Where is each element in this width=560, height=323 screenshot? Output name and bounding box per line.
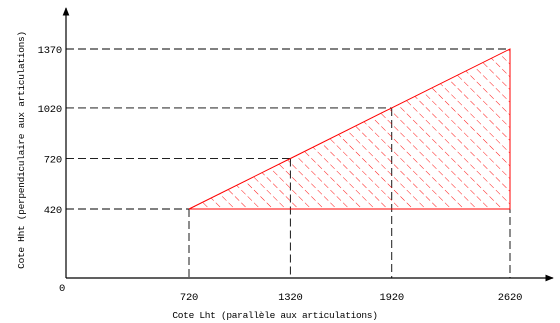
y-tick-label-420: 420	[44, 205, 62, 217]
origin-label: 0	[59, 283, 65, 295]
hatched-region	[188, 48, 511, 210]
y-axis-label: Cote Hht (perpendiculaire aux articulati…	[16, 31, 27, 269]
y-tick-labels: 420 720 1020 1370	[38, 45, 63, 217]
y-tick-label-1370: 1370	[38, 45, 62, 57]
x-tick-label-720: 720	[180, 292, 198, 304]
y-tick-label-1020: 1020	[38, 104, 62, 116]
x-tick-label-1320: 1320	[278, 292, 302, 304]
x-tick-label-1920: 1920	[380, 292, 404, 304]
x-tick-labels: 720 1320 1920 2620	[180, 292, 523, 304]
x-axis-label: Cote Lht (parallèle aux articulations)	[172, 310, 377, 321]
x-tick-label-2620: 2620	[498, 292, 522, 304]
y-tick-label-720: 720	[44, 154, 62, 166]
